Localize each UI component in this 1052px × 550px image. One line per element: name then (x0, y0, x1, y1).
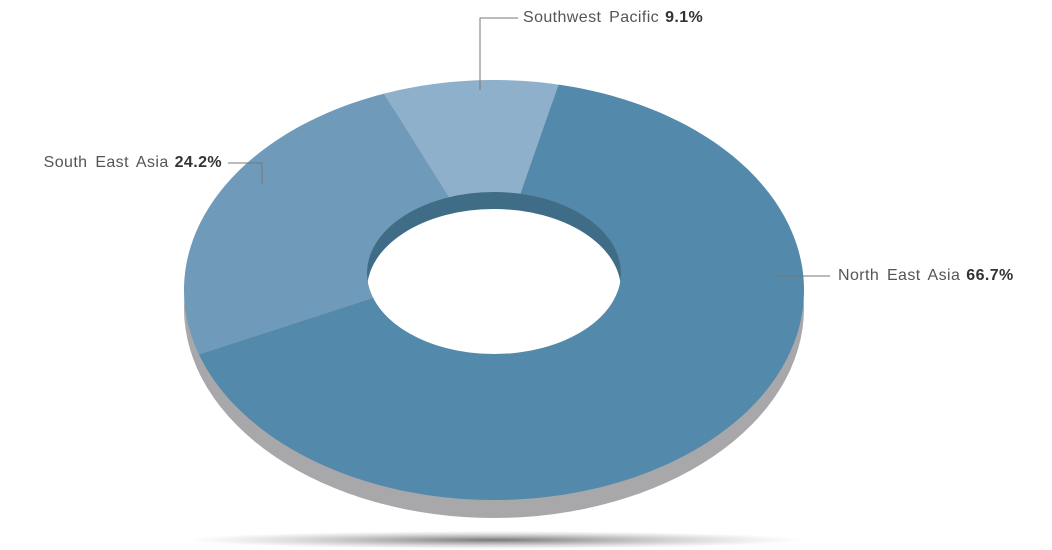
category-name: South East Asia (44, 154, 169, 171)
hole (367, 209, 621, 354)
slice-label: South East Asia 24.2% (44, 154, 222, 171)
value-label: 9.1% (665, 9, 703, 26)
slice (184, 93, 449, 355)
value-label: 66.7% (966, 267, 1013, 284)
floor-shadow (184, 531, 804, 549)
labels: North East Asia 66.7% South East Asia 24.2%… (44, 9, 1014, 284)
value-label: 24.2% (175, 154, 222, 171)
category-name: North East Asia (838, 267, 960, 284)
slices (184, 80, 804, 500)
slice (198, 84, 804, 500)
donut-hole (367, 192, 621, 354)
leader-line (479, 17, 518, 90)
slice-label: Southwest Pacific 9.1% (523, 9, 703, 26)
category-name: Southwest Pacific (523, 9, 659, 26)
slice-label: North East Asia 66.7% (838, 267, 1014, 284)
slice (384, 80, 559, 198)
leader-line (228, 162, 263, 184)
